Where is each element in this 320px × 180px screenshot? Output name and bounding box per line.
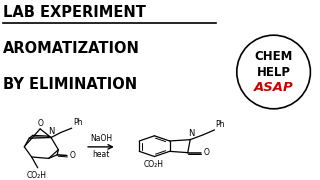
Text: BY ELIMINATION: BY ELIMINATION (3, 76, 137, 91)
Text: Ph: Ph (73, 118, 83, 127)
Text: CHEM: CHEM (254, 50, 293, 63)
Text: HELP: HELP (257, 66, 291, 78)
Text: Ph: Ph (216, 120, 225, 129)
Text: O: O (204, 148, 209, 157)
Text: N: N (48, 127, 55, 136)
Text: CO₂H: CO₂H (143, 160, 163, 169)
Text: N: N (188, 129, 195, 138)
Text: O: O (37, 119, 43, 128)
Text: ASAP: ASAP (254, 81, 293, 94)
Text: O: O (69, 151, 75, 160)
Text: NaOH: NaOH (90, 134, 112, 143)
Text: AROMATIZATION: AROMATIZATION (3, 41, 140, 56)
Text: heat: heat (92, 150, 110, 159)
Text: CO₂H: CO₂H (27, 171, 46, 180)
Text: LAB EXPERIMENT: LAB EXPERIMENT (3, 5, 146, 20)
